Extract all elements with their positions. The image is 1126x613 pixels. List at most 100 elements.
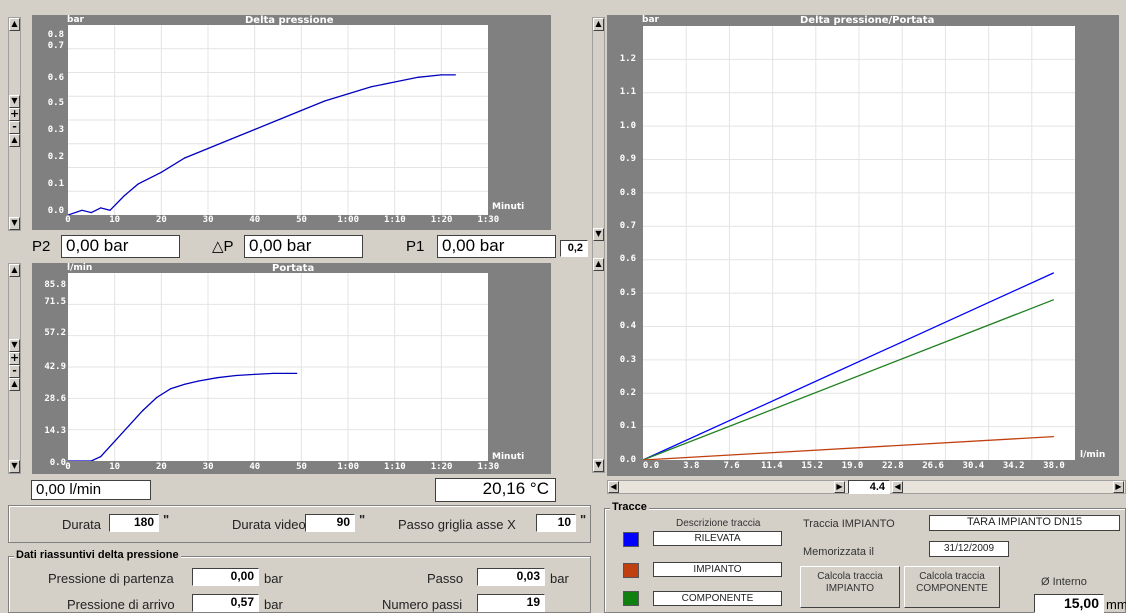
diametro-label: Ø Interno — [1041, 576, 1087, 588]
x-tick-label: 0 — [65, 462, 71, 472]
data-point — [235, 374, 237, 377]
zoom-step-right-button[interactable]: ◀ — [892, 481, 903, 493]
data-point — [216, 377, 218, 379]
calcola-impianto-label: Calcola traccia IMPIANTO — [817, 571, 883, 594]
x-tick-label: 20 — [155, 462, 167, 472]
data-point — [254, 373, 256, 375]
y-tick-label: 14.3 — [44, 426, 66, 436]
x-tick-label: 40 — [249, 462, 261, 472]
trace-componente-label[interactable]: COMPONENTE — [653, 591, 782, 606]
scroll-right-button[interactable]: ▶ — [1113, 481, 1124, 493]
tracce-desc-header: Descrizione traccia — [676, 518, 761, 529]
zoom-value[interactable]: 4.4 — [848, 480, 890, 494]
series-line-1 — [643, 299, 1054, 460]
trace-impianto-label[interactable]: IMPIANTO — [653, 562, 782, 577]
flow-chart-scrollbar[interactable]: ▲ ▼ + - ▲ ▼ — [8, 263, 21, 474]
diametro-unit: mm — [1106, 597, 1126, 612]
zoom-out-button[interactable]: - — [9, 121, 20, 134]
memorizzata-label: Memorizzata il — [803, 546, 874, 558]
calcola-impianto-button[interactable]: Calcola traccia IMPIANTO — [800, 566, 900, 608]
temperature-value: 20,16 °C — [435, 478, 556, 502]
y-tick-label: 0.7 — [619, 221, 636, 231]
scroll-down-small-button[interactable]: ▼ — [9, 95, 20, 108]
zoom-in-button[interactable]: + — [9, 107, 20, 121]
traccia-impianto-label: Traccia IMPIANTO — [803, 518, 895, 530]
right-chart-scrollbar[interactable]: ▲ ▼ ▲ ▼ — [592, 17, 605, 473]
x-tick-label: 50 — [296, 462, 307, 472]
scroll-up-small-button[interactable]: ▲ — [9, 378, 20, 391]
flow-chart-y-unit: l/min — [67, 263, 93, 273]
zoom-in-button[interactable]: + — [9, 351, 20, 365]
scroll-left-button[interactable]: ◀ — [608, 481, 619, 493]
scroll-down-button[interactable]: ▼ — [9, 460, 20, 473]
x-tick-label: 30 — [202, 215, 214, 225]
diametro-input[interactable]: 15,00 — [1034, 594, 1104, 613]
x-tick-label: 1:10 — [384, 215, 406, 225]
data-point — [440, 74, 442, 76]
scroll-up-button[interactable]: ▲ — [593, 18, 604, 31]
zoom-out-button[interactable]: - — [9, 365, 20, 378]
durata-video-input[interactable]: 90 — [305, 514, 355, 532]
x-tick-label: 19.0 — [841, 461, 864, 471]
right-chart-hscrollbar[interactable]: ◀ ▶ 4.4 ◀ ▶ — [607, 480, 1126, 494]
scroll-up-button[interactable]: ▲ — [9, 18, 20, 31]
data-point — [324, 100, 326, 102]
traccia-impianto-value: TARA IMPIANTO DN15 — [929, 515, 1120, 531]
x-tick-label: 1:30 — [477, 462, 500, 472]
x-tick-label: 0.0 — [642, 461, 660, 471]
durata-input[interactable]: 180 — [109, 514, 159, 532]
delta-p-value: 0,00 bar — [244, 235, 363, 258]
x-tick-label: 1:00 — [337, 462, 360, 472]
scroll-up-small-button[interactable]: ▲ — [593, 258, 604, 271]
y-tick-label: 0.3 — [47, 125, 64, 135]
trace-rilevata-label[interactable]: RILEVATA — [653, 531, 782, 546]
trace-impianto-swatch[interactable] — [623, 563, 639, 578]
data-point — [184, 157, 186, 159]
zoom-step-left-button[interactable]: ▶ — [834, 481, 845, 493]
x-tick-label: 10 — [109, 462, 121, 472]
scroll-down-small-button[interactable]: ▼ — [593, 228, 604, 241]
scroll-down-small-button[interactable]: ▼ — [9, 339, 20, 352]
data-point — [170, 388, 172, 390]
x-tick-label: 20 — [155, 215, 167, 225]
y-tick-label: 0.6 — [47, 73, 64, 83]
scroll-down-button[interactable]: ▼ — [593, 459, 604, 472]
y-tick-label: 71.5 — [44, 297, 66, 307]
flow-chart-plot-area — [68, 273, 488, 461]
passo-value: 0,03 — [477, 568, 545, 586]
summary-title: Dati riassuntivi delta pressione — [14, 549, 181, 561]
scale-value-field[interactable]: 0,2 — [560, 240, 588, 257]
calcola-componente-button[interactable]: Calcola traccia COMPONENTE — [904, 566, 1000, 608]
passo-griglia-input[interactable]: 10 — [536, 514, 576, 532]
top-chart-x-unit: Minuti — [492, 202, 525, 212]
y-tick-label: 0.1 — [619, 421, 636, 432]
pressione-arrivo-label: Pressione di arrivo — [67, 597, 175, 612]
y-tick-label: 0.5 — [47, 98, 64, 108]
y-tick-label: 1.2 — [619, 54, 636, 64]
x-tick-label: 3.8 — [683, 461, 700, 471]
pressione-partenza-unit: bar — [264, 571, 283, 586]
data-point — [1052, 272, 1054, 274]
tracce-title: Tracce — [610, 501, 649, 513]
scroll-up-button[interactable]: ▲ — [9, 264, 20, 277]
data-point — [230, 138, 232, 140]
passo-label: Passo — [427, 571, 464, 586]
x-tick-label: 0 — [65, 215, 71, 225]
y-tick-label: 85.8 — [44, 280, 66, 290]
series-line-0 — [643, 272, 1054, 460]
trace-componente-swatch[interactable] — [623, 591, 639, 606]
data-point — [109, 209, 111, 211]
scroll-down-button[interactable]: ▼ — [9, 217, 20, 230]
x-tick-label: 15.2 — [801, 461, 824, 471]
top-chart-title: Delta pressione — [245, 15, 334, 26]
data-point — [454, 74, 456, 76]
top-chart-scrollbar[interactable]: ▲ ▼ + - ▲ ▼ — [8, 17, 21, 231]
right-chart-plot-area — [643, 26, 1075, 460]
top-chart-svg — [68, 25, 488, 215]
trace-rilevata-swatch[interactable] — [623, 532, 639, 547]
x-tick-label: 11.4 — [761, 461, 783, 471]
y-tick-label: 1.0 — [619, 120, 636, 131]
x-tick-label: 1:20 — [430, 215, 453, 225]
scroll-up-small-button[interactable]: ▲ — [9, 134, 20, 147]
right-chart-title: Delta pressione/Portata — [800, 15, 935, 26]
